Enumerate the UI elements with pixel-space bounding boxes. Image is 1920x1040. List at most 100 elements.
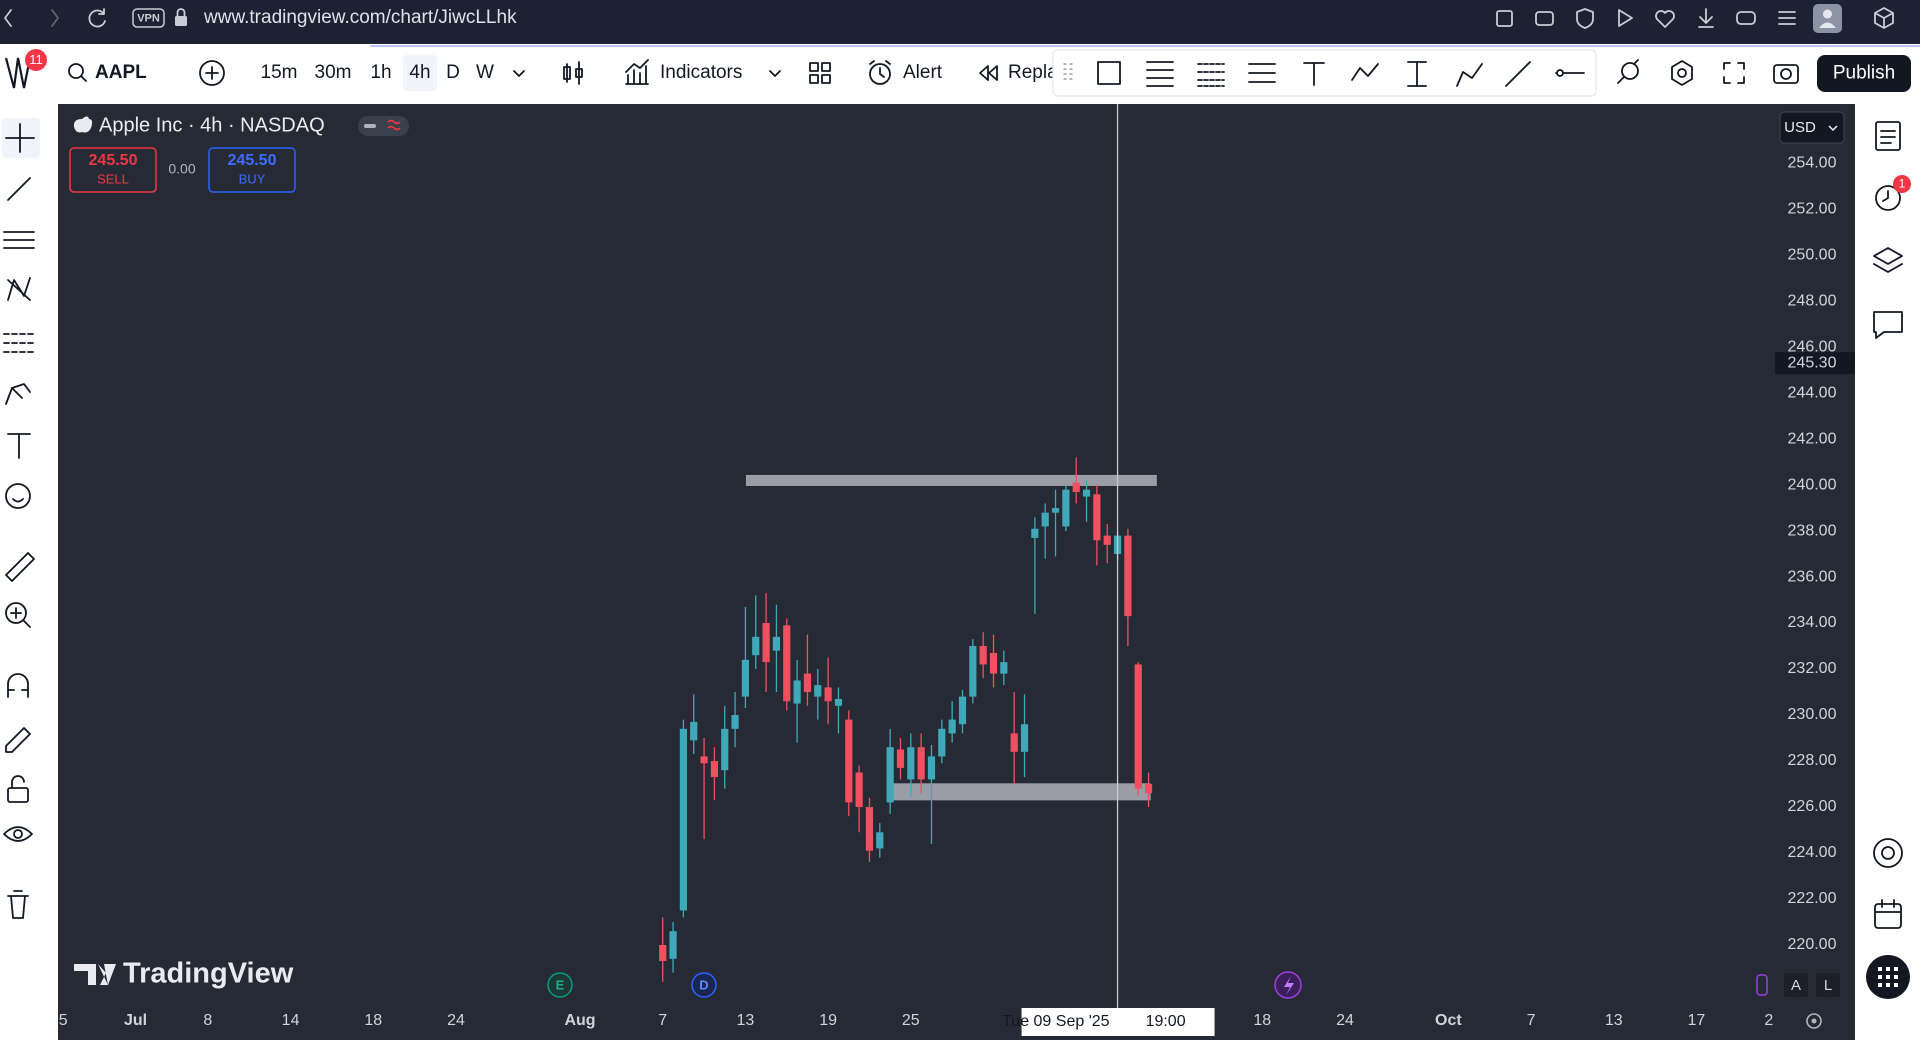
x-tick-label: 18 [1253,1012,1271,1029]
browser-icon-camera[interactable] [1535,11,1554,26]
drawing-toolbar-handle[interactable] [1063,63,1073,83]
publish-button[interactable]: Publish [1833,63,1895,84]
event-marker-edge[interactable] [1756,974,1768,996]
chart-type-button[interactable] [563,61,583,85]
remove-tool[interactable] [7,890,29,919]
alerts-hands [1882,190,1889,202]
dividend-marker[interactable] [691,972,717,998]
browser-icon-play[interactable] [1618,9,1633,27]
fib-ext-tool[interactable] [1197,63,1225,87]
layout-button[interactable] [809,62,831,84]
line-tool[interactable] [7,177,31,201]
hide-tool[interactable] [3,826,33,842]
indicators-dropdown[interactable] [769,70,781,77]
snapshot-button[interactable] [1773,64,1799,84]
brush-tools[interactable] [5,383,31,405]
legend-toggle[interactable] [358,116,409,136]
alerts-badge [1893,175,1911,193]
vpn-badge[interactable] [132,8,165,28]
x-tick-label: 13 [737,1012,755,1029]
candle-body [679,728,687,911]
earnings-marker[interactable] [547,972,573,998]
lock-tool[interactable] [7,787,29,803]
pattern-tools[interactable] [7,277,31,301]
y-tick-label: 230.00 [1788,706,1837,723]
drawing-mode-tool[interactable] [5,727,31,753]
brush-tool[interactable] [1456,63,1483,87]
replay-button[interactable]: Repla [1008,62,1058,83]
y-tick-label: 238.00 [1788,522,1837,539]
axis-settings-button[interactable] [1806,1013,1822,1029]
interval[interactable]: W [476,62,494,83]
search-icon[interactable] [68,63,84,79]
crosshair-tool[interactable] [5,123,35,153]
watchlist-button[interactable] [1875,121,1901,151]
forward-button[interactable] [51,9,59,27]
browser-icon-download[interactable] [1698,8,1714,28]
interval[interactable]: D [446,62,460,83]
app-logo[interactable] [4,57,32,89]
browser-icon-extension[interactable] [1874,7,1894,29]
zoom-tool[interactable] [5,602,27,624]
hotlists-button[interactable] [1873,838,1903,868]
interval[interactable]: 4h [409,62,430,83]
calendar-button[interactable] [1874,903,1902,929]
settings-button[interactable] [1671,60,1693,86]
forecast-tools[interactable] [3,333,35,353]
browser-icon-battery[interactable] [1736,11,1756,25]
back-button[interactable] [4,9,12,27]
legend-title[interactable]: Apple Inc · 4h · NASDAQ [99,114,325,136]
fib-tools[interactable] [3,231,35,249]
alerts-button[interactable] [1875,185,1901,211]
alert-icon[interactable] [869,63,891,85]
log-scale-button[interactable] [1816,973,1840,997]
y-tick-label: 236.00 [1788,568,1837,585]
alert-button[interactable]: Alert [903,62,943,83]
trend-line-tool[interactable] [1505,61,1531,87]
horizontal-line-anchor [1556,69,1564,77]
auto-scale-button[interactable] [1784,973,1808,997]
magnet-tool[interactable] [7,673,29,698]
crosshair: Tue 09 Sep '25 19:00 245.30 [1002,104,1855,1036]
y-tick-label: 226.00 [1788,798,1837,815]
interval[interactable]: 15m [261,62,298,83]
buy-price: 245.50 [228,152,277,169]
publish-button-bg[interactable] [1817,55,1911,92]
fullscreen-button[interactable] [1723,62,1745,84]
pitchfork-tool[interactable] [1248,63,1276,83]
compare-button[interactable] [199,60,225,86]
zone [745,474,1157,486]
candle-body [669,931,677,959]
interval[interactable]: 30m [315,62,352,83]
browser-icon-shield[interactable] [1576,8,1594,29]
data-window-button[interactable] [1873,247,1903,273]
replay-icon[interactable] [979,65,998,81]
y-tick-label: 240.00 [1788,476,1837,493]
url[interactable]: www.tradingview.com/chart/JiwcLLhk [203,7,517,28]
reload-button[interactable] [88,8,106,28]
path-tool[interactable] [1351,63,1379,81]
text-tool[interactable] [1303,62,1325,86]
text-tools[interactable] [7,433,31,459]
chart-pane[interactable] [58,104,1855,1040]
indicators-button[interactable]: Indicators [660,62,742,83]
interval-dropdown[interactable] [513,70,525,77]
currency-button[interactable] [1779,111,1845,144]
buy-button[interactable] [208,147,296,193]
symbol[interactable]: AAPL [95,62,147,83]
measure-tool[interactable] [1407,61,1427,87]
rect-tool[interactable] [1097,61,1121,85]
ruler-tool[interactable] [5,552,35,582]
interval[interactable]: 1h [370,62,391,83]
indicators-icon[interactable] [625,59,649,85]
icon-tools[interactable] [5,483,31,509]
fib-tool[interactable] [1146,61,1174,87]
browser-icon-menu[interactable] [1778,11,1796,25]
chats-button[interactable] [1873,311,1903,339]
sell-button[interactable] [69,147,157,193]
browser-icon-edit[interactable] [1496,10,1513,27]
browser-icon-heart[interactable] [1655,10,1675,28]
watermark: TradingView [123,958,294,990]
object-tree-button[interactable] [1621,62,1639,80]
candle-body [1072,482,1080,492]
